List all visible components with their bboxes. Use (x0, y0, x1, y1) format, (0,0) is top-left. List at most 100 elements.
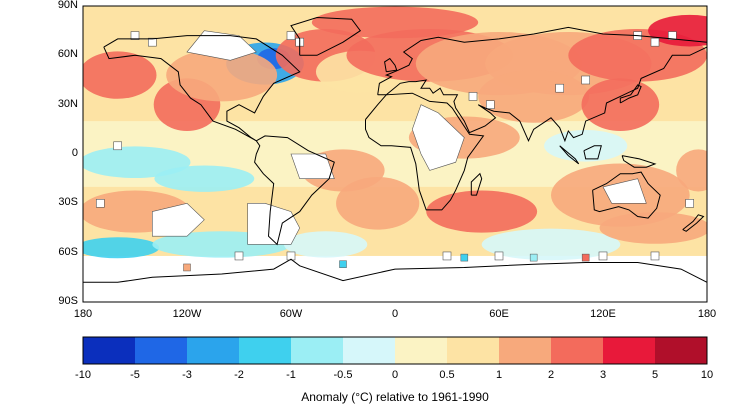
coastline (619, 84, 642, 104)
missing-antarctic (83, 255, 707, 302)
missing-data-region (411, 104, 465, 171)
missing-grid-box (486, 100, 495, 109)
missing-data-region (152, 202, 205, 237)
missing-grid-box (113, 141, 122, 151)
colorbar-swatch (603, 337, 655, 364)
missing-grid-box (442, 251, 452, 261)
missing-grid-box (96, 199, 105, 208)
missing-grid-box (286, 31, 296, 40)
coastline (559, 145, 580, 165)
coastline (682, 214, 705, 232)
longitude-label: 120W (172, 308, 202, 320)
missing-data-region (290, 153, 335, 179)
colorbar (82, 336, 708, 365)
latitude-label: 30S (58, 196, 78, 209)
missing-data-region (186, 30, 257, 61)
colorbar-tick-label: 10 (700, 369, 714, 381)
latitude-label: 30N (57, 97, 78, 110)
coastline (470, 172, 483, 196)
colorbar-tick-label: -10 (75, 369, 91, 381)
colorbar-swatch (343, 337, 395, 364)
anomaly-patch (581, 78, 660, 131)
colorbar-swatch (447, 337, 499, 364)
latitude-label: 60S (58, 245, 78, 258)
anomaly-patch (676, 149, 707, 192)
longitude-label: 60W (279, 308, 303, 320)
colorbar-swatch (187, 337, 239, 364)
grid-box (460, 253, 469, 262)
colorbar-tick-label: 0.5 (439, 369, 455, 381)
coastline (384, 57, 398, 73)
coastline (592, 171, 661, 219)
anomaly-patch (311, 6, 479, 39)
grid-box (529, 253, 538, 262)
missing-grid-box (234, 251, 244, 261)
missing-data-region (247, 203, 301, 245)
colorbar-tick-label: -2 (234, 369, 244, 381)
coastline (365, 92, 485, 211)
latitude-label: 90S (58, 295, 78, 307)
grid-box (581, 253, 590, 262)
anomaly-patch (83, 51, 157, 99)
longitude-label: 120E (590, 308, 616, 320)
colorbar-swatch (499, 337, 551, 364)
colorbar-swatch (655, 337, 707, 364)
latitude-label: 0 (71, 147, 78, 159)
anomaly-patch (426, 190, 538, 233)
longitude-label: 180 (697, 308, 717, 320)
coastline (290, 16, 362, 56)
colorbar-frame (82, 336, 708, 365)
colorbar-tick-label: 0 (391, 369, 399, 381)
longitude-label: 180 (73, 308, 93, 320)
coastline (583, 145, 602, 160)
colorbar-swatch (239, 337, 291, 364)
map-layer (82, 5, 708, 303)
colorbar-swatch (395, 337, 447, 364)
colorbar-swatch (551, 337, 603, 364)
colorbar-swatch (291, 337, 343, 364)
colorbar-tick-label: -0.5 (333, 369, 353, 381)
anomaly-patch (284, 231, 368, 258)
missing-grid-box (668, 31, 677, 40)
anomaly-patch (336, 177, 420, 230)
missing-grid-box (494, 251, 504, 261)
colorbar-tick-label: 2 (547, 369, 555, 381)
coastline (377, 26, 707, 143)
colorbar-tick-label: -5 (130, 369, 140, 381)
colorbar-tick-label: 3 (599, 369, 607, 381)
coastline (621, 155, 657, 168)
colorbar-tick-label: 1 (495, 369, 503, 381)
coastline (83, 258, 707, 283)
latitude-label: 90N (57, 0, 78, 11)
missing-grid-box (685, 199, 694, 208)
missing-grid-box (286, 251, 296, 261)
anomaly-patch (83, 146, 191, 179)
map-frame (82, 5, 708, 303)
missing-grid-box (598, 251, 608, 261)
anomaly-patch (544, 129, 628, 162)
missing-grid-box (650, 37, 660, 47)
colorbar-title: Anomaly (°C) relative to 1961-1990 (301, 390, 489, 404)
colorbar-tick-label: 5 (651, 369, 659, 381)
anomaly-patch (166, 48, 278, 102)
grid-box (183, 263, 191, 272)
missing-data-region (602, 178, 647, 204)
missing-grid-box (148, 37, 157, 47)
coastline (103, 35, 301, 142)
anomaly-patch (83, 237, 160, 259)
missing-grid-box (650, 251, 660, 261)
colorbar-tick-label: -1 (286, 369, 296, 381)
anomaly-patch (478, 70, 590, 123)
grid-box (339, 260, 347, 268)
longitude-label: 0 (391, 308, 399, 320)
missing-grid-box (581, 75, 590, 85)
anomaly-patch (481, 228, 621, 261)
latitude-label: 60N (57, 48, 78, 61)
anomaly-patch (154, 165, 255, 192)
anomaly-patch (599, 212, 707, 244)
colorbar-swatch (83, 337, 135, 364)
anomaly-patch (648, 14, 707, 47)
colorbar-swatch (135, 337, 187, 364)
coastline (254, 135, 335, 246)
